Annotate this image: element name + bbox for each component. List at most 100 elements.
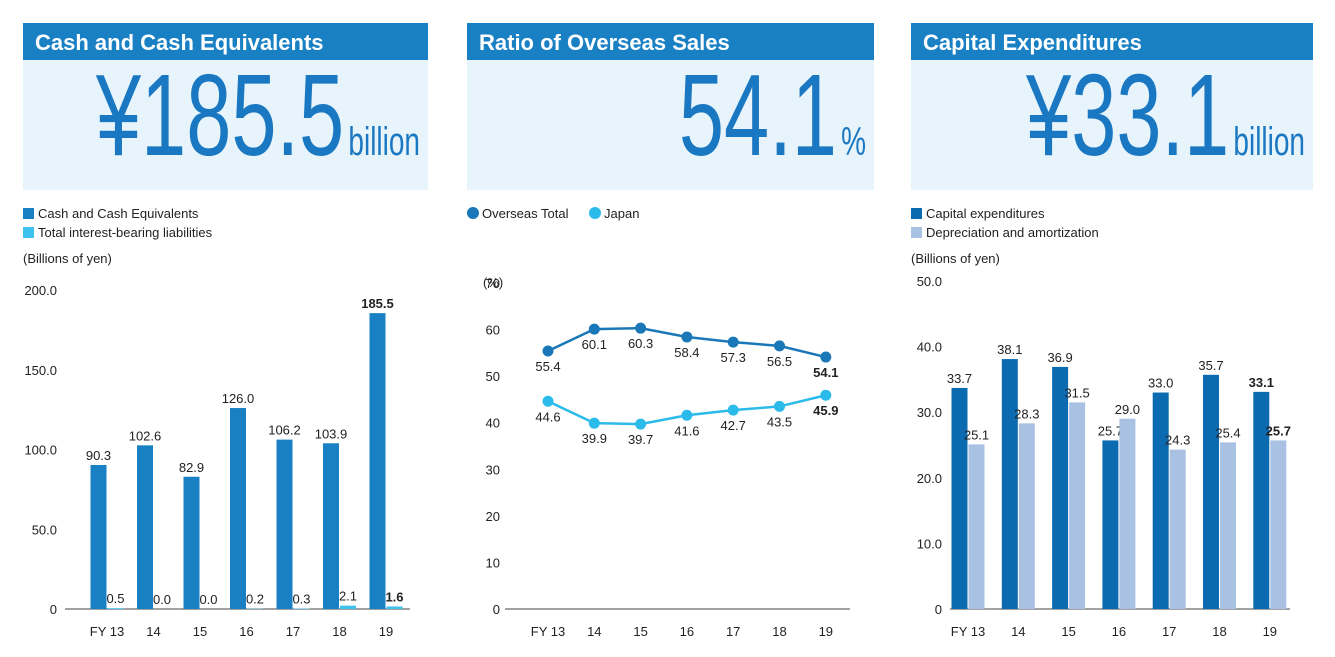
value-label: 102.6	[129, 428, 162, 443]
x-tick-label: 19	[1263, 624, 1277, 639]
x-tick-label: 18	[1212, 624, 1226, 639]
x-tick-label: 18	[332, 624, 346, 639]
value-label: 57.3	[721, 350, 746, 365]
point	[727, 336, 739, 348]
bar	[230, 408, 246, 609]
y-tick-label: 70	[486, 276, 500, 291]
value-label: 25.7	[1098, 423, 1123, 438]
x-tick-label: 14	[587, 624, 601, 639]
value-label: 0.5	[106, 591, 124, 606]
point	[727, 404, 739, 416]
bar	[1270, 440, 1287, 609]
legend-label: Capital expenditures	[926, 206, 1045, 221]
value-label: 56.5	[767, 354, 792, 369]
panel: Cash and Cash Equivalents¥185.5 billionCa…	[23, 23, 428, 639]
x-tick-label: 19	[819, 624, 833, 639]
point	[588, 323, 600, 335]
legend-swatch	[911, 227, 922, 238]
legend-swatch	[467, 207, 479, 219]
legend-swatch	[23, 227, 34, 238]
value-label: 24.3	[1165, 433, 1190, 448]
value-label: 33.7	[947, 371, 972, 386]
bar	[1253, 391, 1270, 609]
y-tick-label: 0	[935, 602, 942, 617]
y-tick-label: 0	[50, 602, 57, 617]
value-label: 126.0	[222, 391, 255, 406]
bar	[1169, 449, 1186, 609]
value-label: 28.3	[1014, 406, 1039, 421]
x-tick-label: 16	[239, 624, 253, 639]
bar	[340, 605, 356, 609]
panel-title: Ratio of Overseas Sales	[479, 30, 730, 55]
y-tick-label: 10.0	[917, 536, 942, 551]
y-tick-label: 40	[486, 416, 500, 431]
legend-swatch	[589, 207, 601, 219]
value-label: 0.2	[246, 592, 264, 607]
headline-value: 54.1	[679, 51, 837, 181]
point	[820, 351, 832, 363]
bar	[1052, 366, 1069, 609]
point	[774, 340, 785, 352]
value-label: 35.7	[1198, 358, 1223, 373]
value-label: 90.3	[86, 448, 111, 463]
y-tick-label: 50.0	[32, 522, 57, 537]
bar	[276, 439, 293, 609]
point	[681, 409, 693, 421]
headline-value: ¥185.5	[95, 51, 344, 181]
legend-label: Total interest-bearing liabilities	[38, 225, 213, 240]
point	[588, 417, 600, 429]
value-label: 25.4	[1215, 425, 1240, 440]
bar	[90, 464, 107, 609]
bar	[1001, 359, 1018, 609]
bar	[1102, 440, 1119, 609]
value-label: 39.7	[628, 432, 653, 447]
x-tick-label: 15	[193, 624, 207, 639]
value-label: 55.4	[535, 359, 560, 374]
value-label: 0.3	[292, 592, 310, 607]
point	[635, 418, 647, 430]
bar	[1203, 374, 1219, 609]
bar	[1119, 418, 1136, 609]
legend-swatch	[23, 208, 34, 219]
value-label: 39.9	[582, 431, 607, 446]
y-tick-label: 50	[486, 369, 500, 384]
header-bar	[23, 23, 428, 60]
y-tick-label: 200.0	[24, 283, 57, 298]
value-label: 38.1	[997, 342, 1022, 357]
y-tick-label: 100.0	[24, 443, 57, 458]
bar	[386, 606, 403, 609]
legend-label: Depreciation and amortization	[926, 225, 1099, 240]
point	[635, 322, 647, 334]
value-label: 42.7	[721, 418, 746, 433]
headline: ¥33.1 billion	[1025, 51, 1305, 181]
legend-label: Cash and Cash Equivalents	[38, 206, 199, 221]
value-label: 33.0	[1148, 376, 1173, 391]
bar	[369, 313, 386, 609]
y-tick-label: 50.0	[917, 274, 942, 289]
value-label: 25.1	[964, 427, 989, 442]
x-tick-label: 17	[726, 624, 740, 639]
value-label: 29.0	[1115, 402, 1140, 417]
value-label: 60.1	[582, 337, 607, 352]
bar	[183, 476, 200, 609]
headline-value: ¥33.1	[1025, 51, 1229, 181]
point	[542, 395, 554, 407]
value-label: 31.5	[1064, 385, 1089, 400]
value-label: 0.0	[153, 592, 171, 607]
y-tick-label: 60	[486, 323, 500, 338]
point	[681, 331, 693, 343]
x-tick-label: 16	[1112, 624, 1126, 639]
bar	[968, 444, 985, 609]
x-tick-label: 17	[286, 624, 300, 639]
headline: 54.1%	[679, 51, 866, 181]
point	[820, 389, 832, 401]
headline-unit: billion	[348, 120, 420, 164]
bar	[951, 387, 968, 609]
x-tick-label: 15	[633, 624, 647, 639]
value-label: 44.6	[535, 409, 560, 424]
legend-swatch	[911, 208, 922, 219]
x-tick-label: FY 13	[951, 624, 985, 639]
bar	[323, 443, 339, 609]
x-tick-label: 14	[1011, 624, 1025, 639]
value-label: 54.1	[813, 365, 838, 380]
